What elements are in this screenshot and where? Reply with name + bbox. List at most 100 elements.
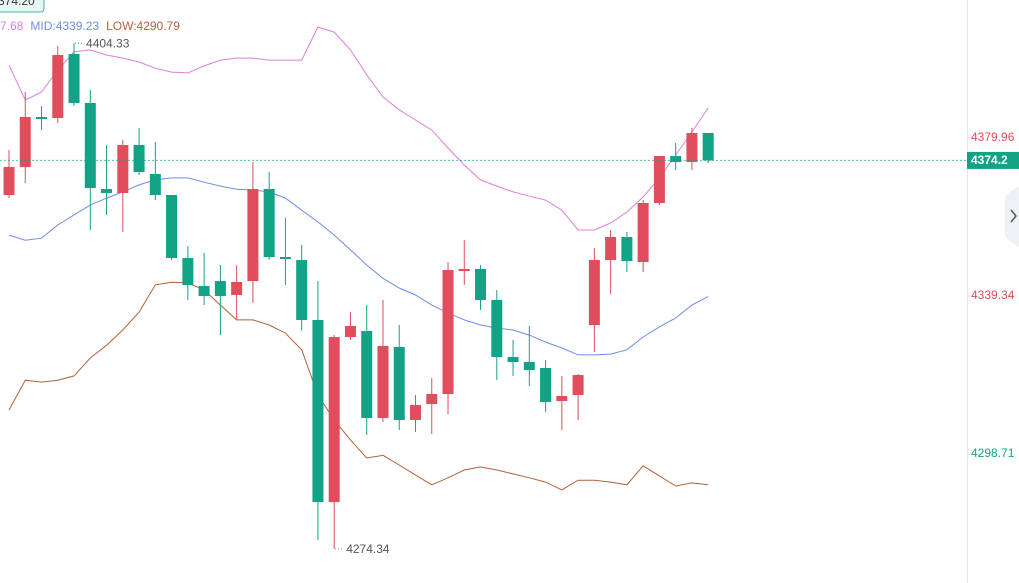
price-tag-label: 4374.2 [971,153,1008,167]
candle [507,340,519,377]
candle-body [101,189,113,194]
candle [101,145,113,216]
candle [670,142,682,171]
candle-body [491,300,503,358]
candle-body [605,237,617,261]
candle-body [3,167,15,195]
candle [279,218,291,286]
y-tick-label: 4298.71 [971,446,1015,460]
candle-body [458,269,470,272]
candle [523,326,535,387]
candle [19,91,31,184]
band-line [8,177,709,356]
candle-body [442,270,454,395]
candle-body [475,269,487,301]
candle [491,290,503,381]
candle-body [149,173,161,195]
candle [344,311,356,341]
candle [182,246,194,301]
price-badge [0,0,45,13]
band-line [8,26,709,231]
candle-body [377,346,389,419]
candle [686,128,698,171]
candle [458,239,470,286]
candle-body [653,156,665,204]
candle [361,305,373,436]
candle [605,230,617,294]
candle [117,139,129,233]
candle [52,46,64,123]
candle-body [117,145,129,194]
candle [149,142,161,201]
candle [442,262,454,415]
candle-body [588,260,600,326]
candle [3,150,15,199]
candle-body [231,282,243,296]
candle-body [19,117,31,168]
price-badge-label: 374.20 [0,0,35,8]
candle [540,360,552,413]
candle [328,335,340,549]
legend-entry: LOW:4290.79 [106,19,180,33]
candle-body [361,331,373,419]
candle-body [133,145,145,173]
candle-body [36,117,48,119]
candle-body [393,347,405,421]
price-tag [967,151,1019,169]
candle-body [166,194,178,259]
candle [556,376,568,431]
candle-body [426,394,438,405]
candle [36,105,48,130]
candle [410,395,421,433]
candle-body [572,375,584,396]
candle-body [198,286,210,297]
low-annotation: 4274.34 [346,542,390,556]
candle [702,132,714,164]
candle-body [670,156,682,163]
candle [133,128,145,176]
candle [231,265,243,321]
candle [84,90,96,231]
legend-entry: MID:4339.23 [30,19,99,33]
candle-body [686,132,698,163]
candle-body [637,203,649,263]
candle-body [410,405,421,421]
candle-body [279,256,291,260]
chevron-icon [1010,209,1017,223]
candle [637,200,649,273]
candle [393,325,405,431]
candle-body [540,368,552,403]
candle-body [344,326,356,338]
candle-body [68,53,80,104]
candle [426,378,438,435]
candle-body [507,357,519,363]
y-tick-label: 4339.34 [971,288,1015,302]
candle [653,156,665,206]
candle-body [263,189,275,257]
candle-body [556,396,568,402]
y-tick-label: 4379.96 [971,130,1015,144]
candle [247,162,259,304]
candle [198,252,210,306]
candle [296,245,308,331]
candle [166,194,178,261]
candle [312,281,324,541]
candle [572,374,584,421]
legend-entry: 7.68 [0,19,24,33]
candle-body [621,237,633,262]
candle-body [182,258,194,286]
band-line [8,281,709,491]
candle-body [296,260,308,321]
scroll-tab[interactable] [1005,186,1019,247]
candle [621,232,633,273]
candle [377,300,389,423]
candle-body [328,337,340,503]
candle-body [84,103,96,188]
candle-body [312,320,324,503]
candle-body [52,55,64,119]
candle [588,248,600,353]
scroll-button[interactable] [1005,186,1019,247]
candle [214,265,226,336]
candle [475,265,487,311]
